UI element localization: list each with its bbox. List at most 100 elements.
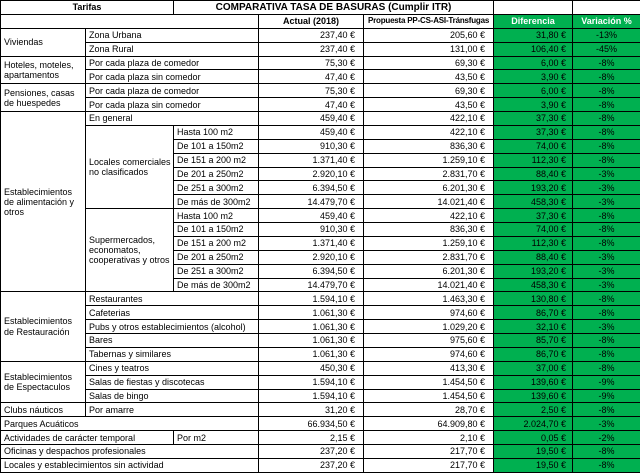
subcategory-cell: Bares: [86, 334, 259, 348]
table-row: Supermercados, economatos, cooperativas …: [1, 209, 640, 223]
subcategory-cell: Cafeterias: [86, 306, 259, 320]
subcategory-cell: Zona Urbana: [86, 28, 259, 42]
variation-cell: -8%: [573, 98, 640, 112]
difference-cell: 2.024,70 €: [494, 417, 573, 431]
amount-cell: 28,70 €: [364, 403, 494, 417]
detail-cell: De 251 a 300m2: [174, 181, 259, 195]
table-title: COMPARATIVA TASA DE BASURAS (Cumplir ITR…: [174, 1, 494, 15]
amount-cell: 2,10 €: [364, 431, 494, 445]
amount-cell: 1.371,40 €: [259, 236, 364, 250]
amount-cell: 75,30 €: [259, 56, 364, 70]
difference-cell: 3,90 €: [494, 98, 573, 112]
variation-cell: -8%: [573, 56, 640, 70]
amount-cell: 14.479,70 €: [259, 278, 364, 292]
subcategory-cell: Por cada plaza sin comedor: [86, 70, 259, 84]
empty-cell: [1, 14, 259, 28]
amount-cell: 1.259,10 €: [364, 153, 494, 167]
difference-cell: 19,50 €: [494, 445, 573, 459]
subcategory-cell: Restaurantes: [86, 292, 259, 306]
amount-cell: 836,30 €: [364, 139, 494, 153]
category-cell: Actividades de carácter temporal: [1, 431, 174, 445]
amount-cell: 205,60 €: [364, 28, 494, 42]
subcategory-cell: Tabernas y similares: [86, 347, 259, 361]
subcategory-cell: Por cada plaza de comedor: [86, 56, 259, 70]
category-cell: Establecimientos de alimentación y otros: [1, 112, 86, 292]
variation-cell: -2%: [573, 431, 640, 445]
variation-cell: -8%: [573, 209, 640, 223]
variation-cell: -8%: [573, 306, 640, 320]
category-cell: Establecimientos de Espectaculos: [1, 361, 86, 403]
amount-cell: 47,40 €: [259, 70, 364, 84]
detail-cell: Hasta 100 m2: [174, 209, 259, 223]
difference-cell: 6,00 €: [494, 84, 573, 98]
amount-cell: 1.259,10 €: [364, 236, 494, 250]
amount-cell: 217,70 €: [364, 458, 494, 472]
amount-cell: 2.920,10 €: [259, 167, 364, 181]
amount-cell: 14.021,40 €: [364, 195, 494, 209]
detail-cell: De 151 a 200 m2: [174, 153, 259, 167]
difference-cell: 37,30 €: [494, 125, 573, 139]
difference-cell: 88,40 €: [494, 167, 573, 181]
amount-cell: 6.201,30 €: [364, 181, 494, 195]
amount-cell: 2.831,70 €: [364, 167, 494, 181]
table-row: Locales y establecimientos sin actividad…: [1, 458, 640, 472]
variation-cell: -8%: [573, 334, 640, 348]
variation-cell: -3%: [573, 278, 640, 292]
category-cell: Clubs náuticos: [1, 403, 86, 417]
amount-cell: 2.831,70 €: [364, 250, 494, 264]
detail-cell: De 201 a 250m2: [174, 250, 259, 264]
empty-cell: [573, 1, 640, 15]
variation-cell: -45%: [573, 42, 640, 56]
variation-cell: -8%: [573, 445, 640, 459]
amount-cell: 975,60 €: [364, 334, 494, 348]
subcategory-cell: Salas de fiestas y discotecas: [86, 375, 259, 389]
amount-cell: 237,40 €: [259, 28, 364, 42]
difference-cell: 193,20 €: [494, 264, 573, 278]
category-cell: Establecimientos de Restauración: [1, 292, 86, 361]
header-actual: Actual (2018): [259, 14, 364, 28]
subcategory-cell: Supermercados, economatos, cooperativas …: [86, 209, 174, 292]
amount-cell: 450,30 €: [259, 361, 364, 375]
difference-cell: 74,00 €: [494, 223, 573, 237]
detail-cell: De 151 a 200 m2: [174, 236, 259, 250]
header-diferencia: Diferencia: [494, 14, 573, 28]
amount-cell: 2,15 €: [259, 431, 364, 445]
difference-cell: 37,30 €: [494, 209, 573, 223]
amount-cell: 1.061,30 €: [259, 306, 364, 320]
amount-cell: 422,10 €: [364, 125, 494, 139]
header-tarifas: Tarifas: [1, 1, 174, 15]
amount-cell: 974,60 €: [364, 306, 494, 320]
variation-cell: -8%: [573, 403, 640, 417]
difference-cell: 85,70 €: [494, 334, 573, 348]
amount-cell: 6.201,30 €: [364, 264, 494, 278]
difference-cell: 2,50 €: [494, 403, 573, 417]
variation-cell: -8%: [573, 125, 640, 139]
amount-cell: 14.479,70 €: [259, 195, 364, 209]
variation-cell: -8%: [573, 361, 640, 375]
subcategory-cell: Por amarre: [86, 403, 259, 417]
difference-cell: 139,60 €: [494, 375, 573, 389]
detail-cell: Hasta 100 m2: [174, 125, 259, 139]
amount-cell: 422,10 €: [364, 112, 494, 126]
variation-cell: -8%: [573, 458, 640, 472]
empty-cell: [494, 1, 573, 15]
detail-cell: De 201 a 250m2: [174, 167, 259, 181]
category-cell: Parques Acuáticos: [1, 417, 259, 431]
amount-cell: 43,50 €: [364, 70, 494, 84]
subcategory-cell: Pubs y otros establecimientos (alcohol): [86, 320, 259, 334]
difference-cell: 86,70 €: [494, 306, 573, 320]
variation-cell: -8%: [573, 84, 640, 98]
detail-cell: De más de 300m2: [174, 278, 259, 292]
amount-cell: 1.454,50 €: [364, 389, 494, 403]
amount-cell: 1.061,30 €: [259, 334, 364, 348]
